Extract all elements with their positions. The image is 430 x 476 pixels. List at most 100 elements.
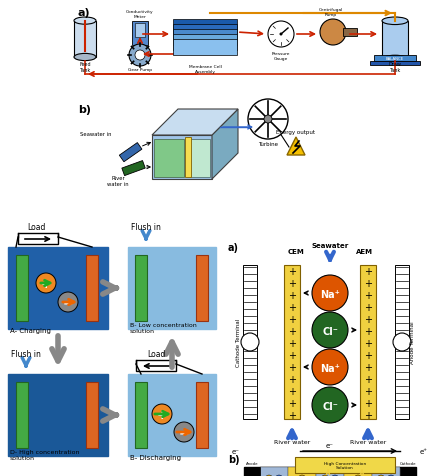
Text: B- Discharging: B- Discharging (130, 454, 181, 460)
Circle shape (279, 33, 282, 37)
Circle shape (264, 116, 271, 124)
Bar (373, 56, 415, 62)
Circle shape (240, 333, 258, 351)
Bar (399, 467, 415, 476)
Bar (287, 467, 315, 476)
Circle shape (135, 51, 144, 61)
Text: Pressure
Gauge: Pressure Gauge (271, 52, 289, 60)
Text: +: + (287, 374, 295, 384)
Ellipse shape (74, 18, 96, 25)
Text: e⁻: e⁻ (325, 442, 333, 448)
Bar (243, 266, 256, 419)
Text: Gear Pump: Gear Pump (128, 68, 152, 72)
Text: +: + (363, 290, 371, 300)
Text: +: + (363, 278, 371, 288)
Bar (184, 138, 190, 178)
Text: +: + (287, 338, 295, 348)
Text: Cathode Terminal: Cathode Terminal (236, 318, 241, 367)
Text: River water: River water (349, 439, 385, 444)
Bar (172, 40, 236, 56)
Text: e⁻: e⁻ (231, 448, 240, 454)
Text: b): b) (227, 454, 239, 464)
Bar (369, 62, 419, 66)
Circle shape (129, 45, 150, 67)
Bar (381, 22, 407, 60)
Text: B- Low concentration
solution: B- Low concentration solution (130, 323, 196, 333)
Text: BALANCE: BALANCE (385, 57, 403, 61)
Bar (86, 256, 98, 321)
Polygon shape (154, 140, 184, 178)
Polygon shape (122, 161, 145, 176)
Bar (135, 382, 147, 448)
Text: +: + (363, 398, 371, 408)
Bar (135, 24, 144, 38)
Text: High Concentration
Solution: High Concentration Solution (323, 461, 365, 469)
Text: Centrifugal
Pump: Centrifugal Pump (318, 9, 342, 17)
Bar (128, 374, 215, 456)
Text: Na⁺: Na⁺ (319, 289, 339, 299)
Bar (172, 35, 236, 51)
Bar (294, 457, 394, 473)
Bar (343, 467, 371, 476)
Text: +: + (287, 327, 295, 336)
Circle shape (311, 349, 347, 385)
Circle shape (58, 292, 78, 312)
Text: Cathode: Cathode (399, 461, 415, 465)
Text: +: + (287, 302, 295, 312)
Text: CEM: CEM (287, 248, 304, 255)
Text: +: + (287, 350, 295, 360)
Bar (342, 29, 356, 37)
Circle shape (353, 475, 361, 476)
Bar (18, 234, 58, 245)
Circle shape (311, 312, 347, 348)
Text: Membrane Cell
Assembly: Membrane Cell Assembly (188, 65, 221, 73)
Circle shape (330, 475, 338, 476)
Text: Cl⁻: Cl⁻ (321, 401, 337, 411)
Text: Anode Terminal: Anode Terminal (409, 321, 415, 364)
Text: −: − (178, 426, 189, 439)
Text: +: + (363, 410, 371, 420)
Text: +: + (363, 350, 371, 360)
Circle shape (320, 475, 328, 476)
Polygon shape (152, 136, 212, 179)
Circle shape (311, 387, 347, 423)
Text: +: + (287, 314, 295, 324)
Text: a): a) (227, 242, 239, 252)
Bar (196, 256, 208, 321)
Circle shape (297, 475, 305, 476)
Bar (359, 266, 375, 419)
Polygon shape (212, 110, 237, 179)
Text: +: + (363, 302, 371, 312)
Text: +: + (287, 290, 295, 300)
Text: +: + (363, 338, 371, 348)
Text: Load: Load (27, 223, 45, 231)
Polygon shape (119, 143, 141, 162)
Text: Conductivity
Meter: Conductivity Meter (126, 10, 154, 19)
Circle shape (376, 475, 384, 476)
Bar (136, 360, 175, 371)
Text: +: + (287, 267, 295, 277)
Bar (259, 467, 287, 476)
Text: Turbine: Turbine (258, 142, 277, 147)
Circle shape (247, 100, 287, 140)
Text: +: + (363, 327, 371, 336)
Text: +: + (287, 410, 295, 420)
Text: Flush in: Flush in (131, 223, 160, 231)
Bar (172, 25, 236, 41)
Text: +: + (287, 398, 295, 408)
Bar (394, 266, 408, 419)
Bar (132, 22, 147, 46)
Bar (16, 382, 28, 448)
Bar (86, 382, 98, 448)
Text: a): a) (78, 8, 90, 18)
Bar (243, 467, 259, 476)
Bar (283, 266, 299, 419)
Polygon shape (190, 140, 209, 178)
Circle shape (392, 333, 410, 351)
Text: +: + (363, 374, 371, 384)
Text: Flush in: Flush in (11, 349, 41, 358)
Circle shape (319, 20, 345, 46)
Text: Cl⁻: Cl⁻ (321, 327, 337, 336)
Text: Draw
Tank: Draw Tank (388, 62, 400, 73)
Circle shape (274, 475, 283, 476)
